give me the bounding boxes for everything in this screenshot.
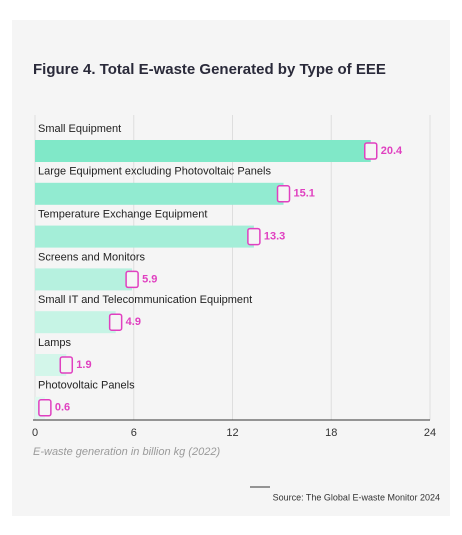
- value-label: 20.4: [381, 145, 403, 157]
- bar: [35, 225, 254, 248]
- chart-title: Figure 4. Total E-waste Generated by Typ…: [33, 61, 386, 78]
- category-label: Photovoltaic Panels: [38, 380, 135, 392]
- bar: [35, 268, 133, 291]
- icon: [59, 356, 74, 374]
- bar: [35, 311, 116, 334]
- category-label: Lamps: [38, 337, 72, 349]
- x-tick-label: 0: [32, 427, 38, 439]
- icon: [247, 227, 261, 246]
- value-label: 1.9: [76, 359, 91, 371]
- category-label: Temperature Exchange Equipment: [38, 209, 207, 221]
- panel: [12, 20, 450, 516]
- value-label: 13.3: [264, 231, 285, 243]
- value-label: 5.9: [142, 273, 157, 285]
- category-label: Small IT and Telecommunication Equipment: [38, 294, 252, 306]
- icon: [364, 142, 378, 160]
- x-tick-label: 24: [424, 427, 436, 439]
- x-axis-title: E-waste generation in billion kg (2022): [33, 446, 220, 458]
- bar: [35, 182, 284, 205]
- x-tick-label: 6: [131, 427, 137, 439]
- bar: [35, 140, 371, 162]
- icon: [276, 185, 291, 203]
- category-label: Small Equipment: [38, 123, 121, 135]
- source: Source: The Global E-waste Monitor 2024: [273, 492, 440, 502]
- value-label: 0.6: [55, 402, 70, 414]
- value-label: 4.9: [126, 316, 141, 328]
- x-tick-label: 18: [325, 427, 337, 439]
- icon: [38, 399, 52, 417]
- x-tick-label: 12: [226, 427, 238, 439]
- bar: [35, 354, 67, 376]
- icon: [108, 313, 123, 331]
- value-label: 15.1: [294, 188, 315, 200]
- category-label: Screens and Monitors: [38, 251, 145, 263]
- icon: [125, 270, 139, 289]
- category-label: Large Equipment excluding Photovoltaic P…: [38, 166, 271, 178]
